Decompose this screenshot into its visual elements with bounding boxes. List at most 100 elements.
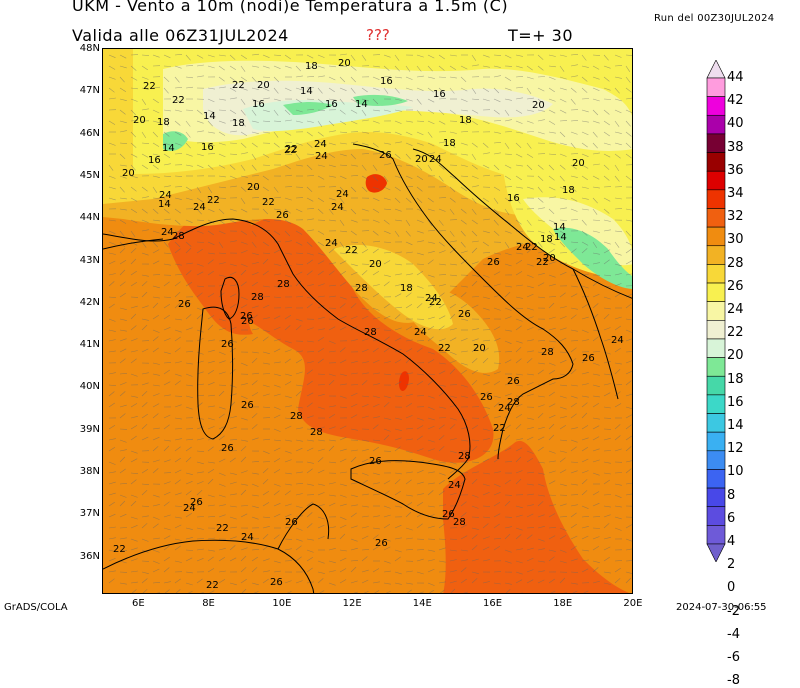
isotherm-label: 26	[379, 150, 392, 161]
colorbar-label: 30	[727, 232, 744, 247]
isotherm-label: 26	[270, 577, 283, 588]
isotherm-label: 24	[429, 154, 442, 165]
colorbar-swatch	[707, 208, 725, 227]
isotherm-label: 16	[433, 89, 446, 100]
isotherm-label: 18	[562, 185, 575, 196]
isotherm-label: 20	[338, 58, 351, 69]
lat-label-38N: 38N	[66, 466, 100, 477]
isotherm-label: 20	[543, 253, 556, 264]
colorbar-swatch	[707, 525, 725, 544]
isotherm-label: 20	[247, 182, 260, 193]
colorbar-label: 32	[727, 209, 744, 224]
isotherm-label: 26	[375, 538, 388, 549]
colorbar-swatch	[707, 227, 725, 246]
isotherm-label: 14	[355, 99, 368, 110]
colorbar-swatch	[707, 302, 725, 321]
isotherm-label: 24	[325, 238, 338, 249]
colorbar-label: 28	[727, 256, 744, 271]
colorbar-swatch	[707, 134, 725, 153]
lon-label-10E: 10E	[272, 598, 291, 609]
colorbar-label: 14	[727, 418, 744, 433]
colorbar-swatch	[707, 339, 725, 358]
colorbar-label: 42	[727, 93, 744, 108]
isotherm-label: 28	[172, 231, 185, 242]
isotherm-label: 20	[369, 259, 382, 270]
isotherm-label: 22	[113, 544, 126, 555]
isotherm-label: 22	[285, 144, 298, 155]
isotherm-label: 20	[473, 343, 486, 354]
isotherm-label: 20	[415, 154, 428, 165]
isotherm-label: 26	[285, 517, 298, 528]
colorbar-label: 26	[727, 279, 744, 294]
colorbar-label: 24	[727, 302, 744, 317]
colorbar-swatch	[707, 246, 725, 265]
isotherm-label: 28	[290, 411, 303, 422]
colorbar-label: 4	[727, 534, 735, 549]
colorbar-swatch	[707, 414, 725, 433]
lon-label-6E: 6E	[132, 598, 145, 609]
lon-label-8E: 8E	[202, 598, 215, 609]
isotherm-label: 28	[277, 279, 290, 290]
isotherm-label: 16	[380, 76, 393, 87]
lat-label-36N: 36N	[66, 551, 100, 562]
isotherm-label: 18	[459, 115, 472, 126]
colorbar-label: 2	[727, 557, 735, 572]
isotherm-label: 22	[207, 195, 220, 206]
isotherm-label: 24	[336, 189, 349, 200]
lat-label-40N: 40N	[66, 381, 100, 392]
isotherm-label: 22	[525, 242, 538, 253]
isotherm-label: 14	[554, 232, 567, 243]
colorbar-label: 38	[727, 140, 744, 155]
colorbar-swatch	[707, 469, 725, 488]
colorbar-swatch	[707, 395, 725, 414]
lat-label-42N: 42N	[66, 297, 100, 308]
isotherm-label: 24	[611, 335, 624, 346]
isotherm-label: 26	[480, 392, 493, 403]
colorbar-label: 34	[727, 186, 744, 201]
isotherm-label: 22	[216, 523, 229, 534]
colorbar-swatch	[707, 78, 725, 97]
lat-label-41N: 41N	[66, 339, 100, 350]
lat-label-45N: 45N	[66, 170, 100, 181]
lat-label-37N: 37N	[66, 508, 100, 519]
valid-time: Valida alle 06Z31JUL2024	[72, 26, 289, 45]
colorbar-swatch	[707, 115, 725, 134]
isotherm-label: 28	[364, 327, 377, 338]
isotherm-label: 20	[532, 100, 545, 111]
isotherm-label: 18	[157, 117, 170, 128]
colorbar-label: -6	[727, 650, 740, 665]
colorbar-label: 44	[727, 70, 744, 85]
software-credit: GrADS/COLA	[4, 602, 68, 613]
colorbar-label: 10	[727, 464, 744, 479]
isotherm-label: 14	[300, 86, 313, 97]
colorbar-swatch	[707, 153, 725, 172]
isotherm-label: 22	[143, 81, 156, 92]
unknown-marker: ???	[366, 26, 390, 44]
isotherm-label: 26	[487, 257, 500, 268]
isotherm-label: 24	[331, 202, 344, 213]
colorbar-label: 12	[727, 441, 744, 456]
isotherm-label: 22	[232, 80, 245, 91]
isotherm-label: 24	[414, 327, 427, 338]
isotherm-label: 20	[572, 158, 585, 169]
colorbar-swatch	[707, 264, 725, 283]
colorbar-swatch	[707, 358, 725, 377]
forecast-step: T=+ 30	[508, 26, 573, 45]
lon-label-16E: 16E	[483, 598, 502, 609]
colorbar-label: 40	[727, 116, 744, 131]
colorbar-label: -8	[727, 673, 740, 688]
isotherm-label: 26	[369, 456, 382, 467]
colorbar-label: 8	[727, 488, 735, 503]
isotherm-label: 26	[221, 443, 234, 454]
isotherm-label: 22	[438, 343, 451, 354]
colorbar-label: 16	[727, 395, 744, 410]
colorbar-label: 6	[727, 511, 735, 526]
colorbar-label: 20	[727, 348, 744, 363]
lon-label-14E: 14E	[413, 598, 432, 609]
isotherm-label: 24	[183, 503, 196, 514]
isotherm-label: 20	[133, 115, 146, 126]
isotherm-label: 20	[257, 80, 270, 91]
isotherm-label: 28	[458, 451, 471, 462]
isotherm-label: 26	[276, 210, 289, 221]
